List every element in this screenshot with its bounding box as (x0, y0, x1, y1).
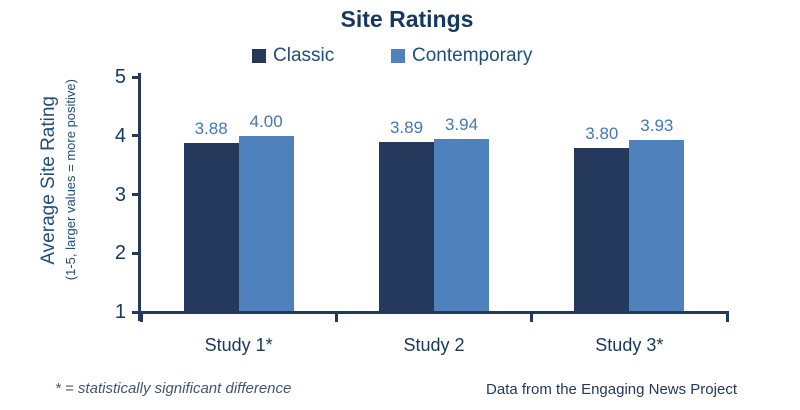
legend-label-classic: Classic (273, 45, 335, 66)
y-axis-title-group: Average Site Rating (1-5, larger values … (38, 58, 78, 302)
y-tick-label: 3 (114, 183, 126, 206)
bar-value-label: 3.80 (585, 123, 619, 143)
x-category-label: Study 1* (204, 335, 273, 355)
bar-value-label: 3.88 (194, 118, 228, 138)
y-tick-label: 4 (114, 124, 126, 147)
y-tick-mark (132, 134, 141, 138)
y-tick-label: 5 (114, 66, 126, 88)
x-tick-mark (530, 313, 534, 322)
chart-title: Site Ratings (340, 6, 474, 32)
x-axis-line (138, 310, 729, 314)
footnote-significance: * = statistically significant difference (55, 380, 292, 397)
legend-swatch-contemporary (391, 49, 405, 63)
bar-classic-1 (183, 142, 239, 313)
bar-value-label: 3.89 (389, 118, 424, 138)
y-tick-label: 1 (114, 301, 126, 323)
legend-item-classic: Classic (252, 45, 334, 67)
legend-swatch-classic (252, 49, 266, 63)
y-tick-mark (132, 310, 141, 314)
bar-value-label: 4.00 (249, 111, 283, 131)
x-tick-mark (725, 313, 729, 322)
y-tick-mark (132, 75, 141, 79)
bar-contemporary-2 (434, 139, 489, 313)
x-tick-mark (334, 313, 338, 322)
x-category-label: Study 3* (595, 335, 664, 355)
y-tick-mark (132, 251, 141, 255)
x-category-label: Study 2 (403, 335, 465, 355)
y-axis-subtitle: (1-5, larger values = more positive) (63, 79, 78, 281)
y-tick-label: 2 (114, 242, 126, 265)
bar-contemporary-1 (238, 135, 294, 313)
x-tick-mark (139, 313, 143, 322)
y-axis-line (138, 73, 141, 321)
footnote-source: Data from the Engaging News Project (486, 381, 737, 398)
bar-contemporary-3 (629, 139, 685, 313)
y-tick-mark (132, 193, 141, 196)
bar-classic-2 (379, 142, 434, 313)
bar-value-label: 3.94 (444, 115, 479, 135)
y-axis-title: Average Site Rating (38, 95, 59, 265)
bar-classic-3 (574, 147, 630, 313)
legend-item-contemporary: Contemporary (391, 45, 532, 67)
bar-value-label: 3.93 (640, 115, 674, 135)
legend-label-contemporary: Contemporary (412, 45, 533, 66)
